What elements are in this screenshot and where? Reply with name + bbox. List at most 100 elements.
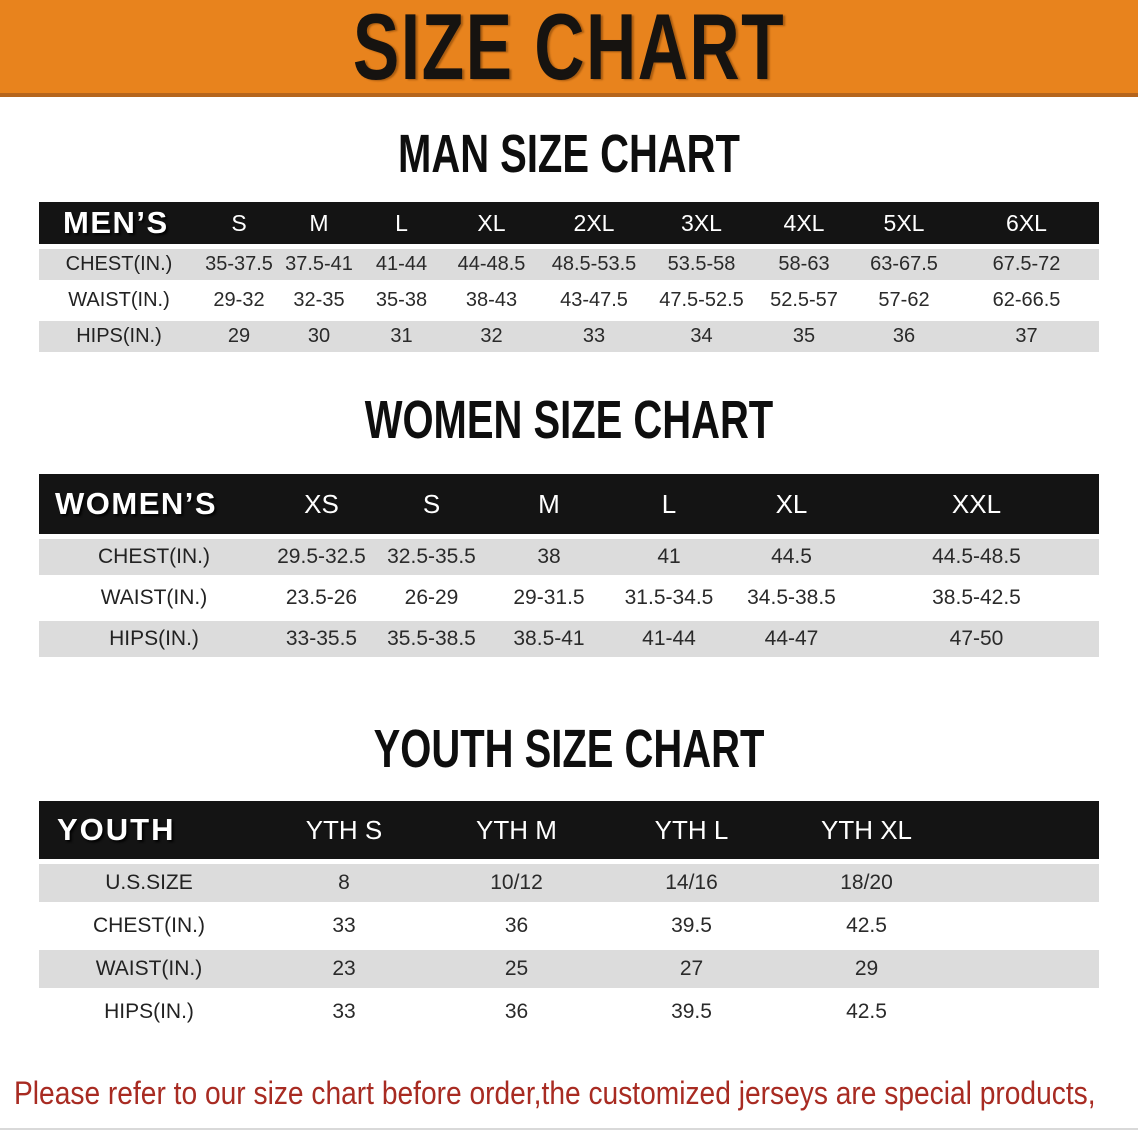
size-value: 8 [259, 864, 429, 902]
women-section-title-text: WOMEN SIZE CHART [364, 390, 774, 450]
measurement-label: WAIST(IN.) [39, 950, 259, 988]
size-value: 35 [754, 321, 854, 352]
youth-section-title-text: YOUTH SIZE CHART [373, 719, 765, 779]
size-value: 36 [854, 321, 954, 352]
measurement-label: U.S.SIZE [39, 864, 259, 902]
disclaimer-line-1: Please refer to our size chart before or… [14, 1070, 1138, 1123]
size-value: 47.5-52.5 [649, 285, 754, 316]
disclaimer-line-1-text: Please refer to our size chart before or… [14, 1075, 1096, 1111]
size-column-header: L [609, 474, 729, 534]
size-value: 44.5-48.5 [854, 539, 1099, 575]
size-column-header: 2XL [539, 202, 649, 244]
size-value: 30 [279, 321, 359, 352]
size-value: 41-44 [609, 621, 729, 657]
size-value: 33-35.5 [269, 621, 374, 657]
size-value: 67.5-72 [954, 249, 1099, 280]
size-value: 10/12 [429, 864, 604, 902]
size-value: 34.5-38.5 [729, 580, 854, 616]
section-men: MAN SIZE CHART MEN’S S M L XL 2XL 3XL 4XL 5XL 6XL… [0, 127, 1138, 357]
section-women: WOMEN SIZE CHART WOMEN’S XS S M L XL XXL CHEST(… [0, 393, 1138, 662]
table-row: WAIST(IN.) 29-32 32-35 35-38 38-43 43-47.5 47.… [39, 285, 1099, 316]
size-value: 32-35 [279, 285, 359, 316]
size-value: 42.5 [779, 993, 954, 1031]
size-column-header: XS [269, 474, 374, 534]
men-section-title-text: MAN SIZE CHART [398, 124, 740, 184]
table-row: U.S.SIZE 8 10/12 14/16 18/20 [39, 864, 1099, 902]
size-header-row: YOUTH YTH S YTH M YTH L YTH XL [39, 801, 1099, 859]
size-value: 29 [779, 950, 954, 988]
measurement-label: CHEST(IN.) [39, 539, 269, 575]
women-table-label: WOMEN’S [39, 474, 269, 534]
measurement-label: HIPS(IN.) [39, 321, 199, 352]
size-value: 14/16 [604, 864, 779, 902]
size-column-header: XL [729, 474, 854, 534]
size-value: 35-38 [359, 285, 444, 316]
table-row: CHEST(IN.) 29.5-32.5 32.5-35.5 38 41 44.5 44.5… [39, 539, 1099, 575]
size-value: 41 [609, 539, 729, 575]
size-value: 29.5-32.5 [269, 539, 374, 575]
measurement-label: CHEST(IN.) [39, 249, 199, 280]
size-value: 36 [429, 907, 604, 945]
size-value: 18/20 [779, 864, 954, 902]
size-value: 32.5-35.5 [374, 539, 489, 575]
filler-cell [954, 864, 1099, 902]
size-value: 44-48.5 [444, 249, 539, 280]
size-value: 52.5-57 [754, 285, 854, 316]
size-value: 35.5-38.5 [374, 621, 489, 657]
size-value: 62-66.5 [954, 285, 1099, 316]
size-column-header: YTH L [604, 801, 779, 859]
measurement-label: WAIST(IN.) [39, 580, 269, 616]
measurement-label: HIPS(IN.) [39, 993, 259, 1031]
size-value: 31 [359, 321, 444, 352]
size-column-header: M [489, 474, 609, 534]
disclaimer-line-2-text: we don't accept cancel, change, teturn o… [14, 1123, 974, 1132]
size-column-header: YTH XL [779, 801, 954, 859]
size-value: 31.5-34.5 [609, 580, 729, 616]
table-row: HIPS(IN.) 29 30 31 32 33 34 35 36 37 [39, 321, 1099, 352]
women-section-title: WOMEN SIZE CHART [0, 393, 1138, 447]
size-column-header: XL [444, 202, 539, 244]
size-value: 33 [259, 907, 429, 945]
size-value: 35-37.5 [199, 249, 279, 280]
women-size-table: WOMEN’S XS S M L XL XXL CHEST(IN.) 29.5-32.5 32.5… [39, 469, 1099, 662]
size-value: 27 [604, 950, 779, 988]
size-value: 29-32 [199, 285, 279, 316]
size-value: 33 [539, 321, 649, 352]
size-column-header: 3XL [649, 202, 754, 244]
table-row: CHEST(IN.) 33 36 39.5 42.5 [39, 907, 1099, 945]
table-row: WAIST(IN.) 23.5-26 26-29 29-31.5 31.5-34.5 34… [39, 580, 1099, 616]
size-value: 42.5 [779, 907, 954, 945]
size-value: 23 [259, 950, 429, 988]
disclaimer-note: Please refer to our size chart before or… [14, 1070, 1138, 1132]
size-value: 57-62 [854, 285, 954, 316]
size-value: 36 [429, 993, 604, 1031]
size-column-header: YTH S [259, 801, 429, 859]
size-value: 29-31.5 [489, 580, 609, 616]
size-value: 63-67.5 [854, 249, 954, 280]
section-youth: YOUTH SIZE CHART YOUTH YTH S YTH M YTH L YTH… [0, 722, 1138, 1036]
size-value: 32 [444, 321, 539, 352]
youth-section-title: YOUTH SIZE CHART [0, 722, 1138, 776]
size-value: 44.5 [729, 539, 854, 575]
size-column-header: 6XL [954, 202, 1099, 244]
size-value: 39.5 [604, 907, 779, 945]
size-value: 37.5-41 [279, 249, 359, 280]
size-value: 23.5-26 [269, 580, 374, 616]
size-value: 48.5-53.5 [539, 249, 649, 280]
size-value: 38.5-42.5 [854, 580, 1099, 616]
table-row: CHEST(IN.) 35-37.5 37.5-41 41-44 44-48.5 48.5… [39, 249, 1099, 280]
bottom-divider [0, 1128, 1138, 1130]
size-value: 29 [199, 321, 279, 352]
size-header-row: WOMEN’S XS S M L XL XXL [39, 474, 1099, 534]
size-column-header: XXL [854, 474, 1099, 534]
size-value: 38.5-41 [489, 621, 609, 657]
size-value: 38-43 [444, 285, 539, 316]
size-value: 39.5 [604, 993, 779, 1031]
youth-table-label: YOUTH [39, 801, 259, 859]
filler-cell [954, 907, 1099, 945]
youth-size-table: YOUTH YTH S YTH M YTH L YTH XL U.S.SIZE 8 10/12… [39, 796, 1099, 1036]
men-table-label: MEN’S [39, 202, 199, 244]
page-title: SIZE CHART [352, 0, 786, 99]
men-size-table: MEN’S S M L XL 2XL 3XL 4XL 5XL 6XL CHEST(IN.) 35-37… [39, 197, 1099, 357]
